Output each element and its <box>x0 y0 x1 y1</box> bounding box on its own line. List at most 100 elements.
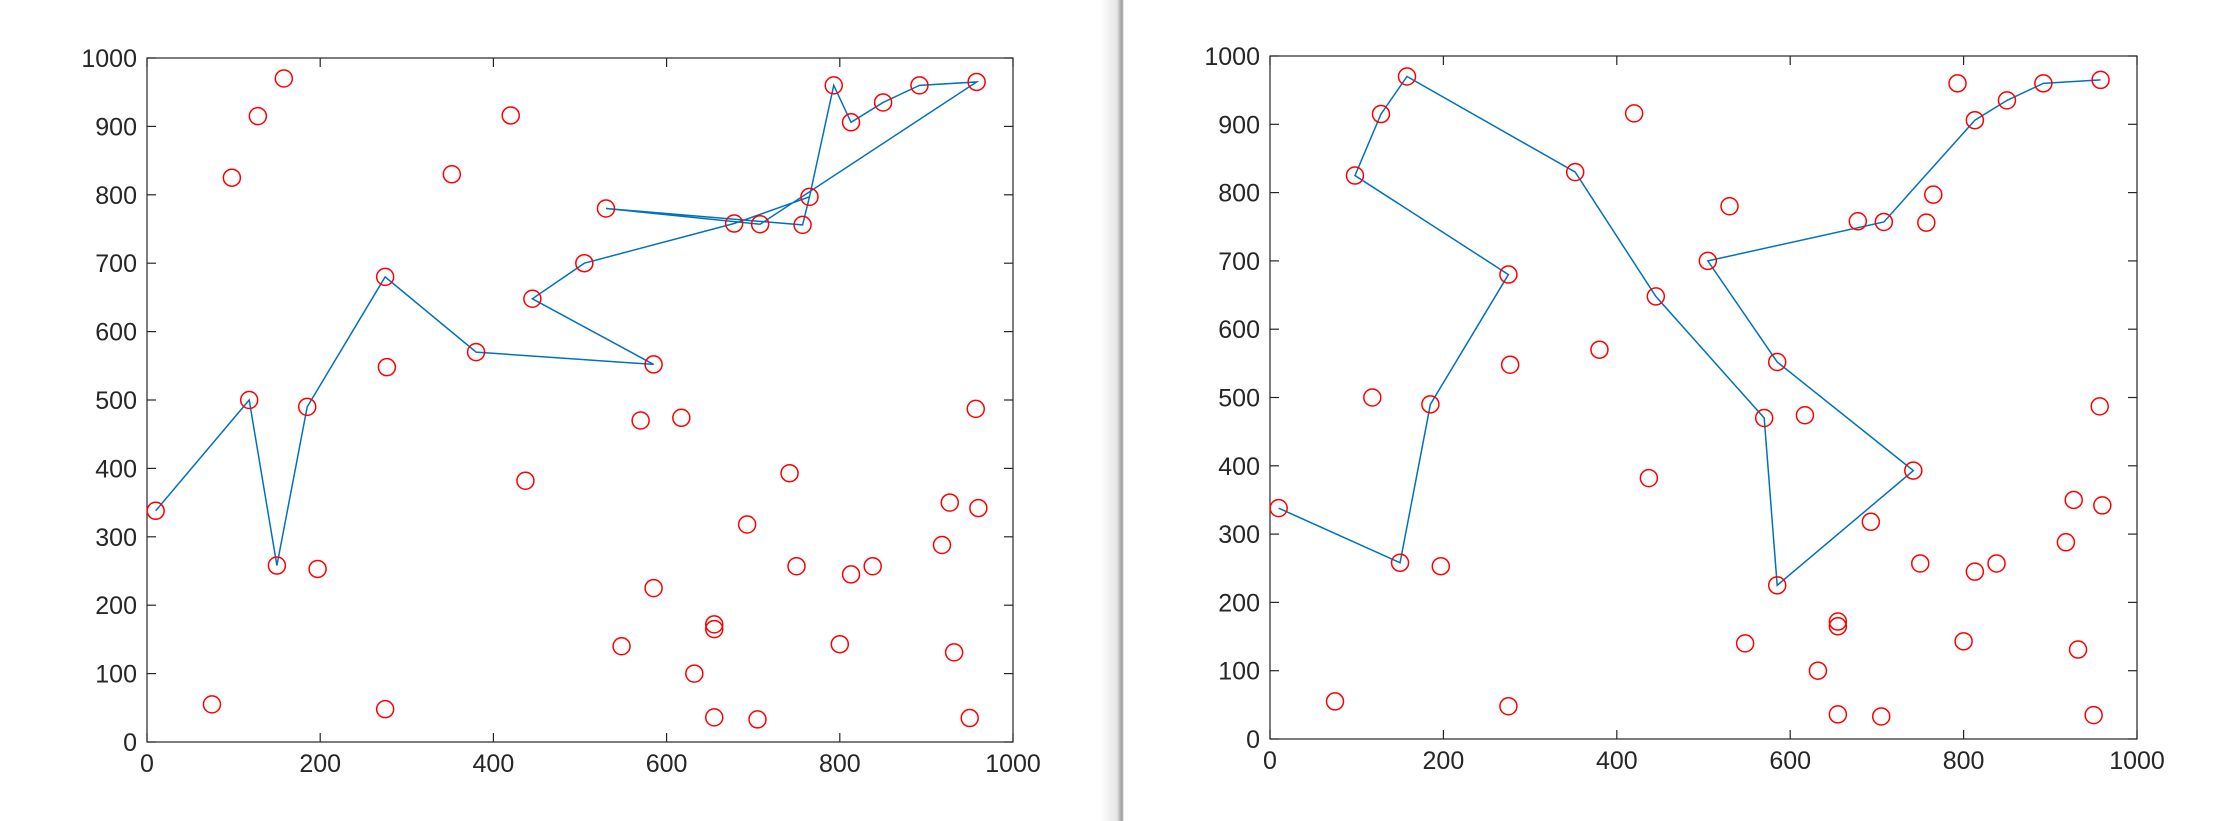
point <box>631 411 650 430</box>
point <box>1924 185 1943 204</box>
point <box>1767 352 1787 372</box>
x-tick-label: 600 <box>1769 747 1811 775</box>
y-tick-label: 200 <box>95 592 137 620</box>
y-tick-label: 600 <box>95 319 137 347</box>
point <box>466 342 486 362</box>
point <box>1363 388 1382 407</box>
point <box>1874 212 1894 232</box>
point <box>1397 67 1417 86</box>
y-tick-label: 300 <box>95 524 137 552</box>
point <box>1861 512 1881 532</box>
point <box>1904 461 1923 480</box>
point <box>2064 490 2083 510</box>
point <box>2091 70 2110 90</box>
y-tick-label: 600 <box>1218 316 1260 344</box>
point <box>2056 533 2076 552</box>
point <box>1795 406 1815 425</box>
point <box>969 498 988 518</box>
x-tick-label: 0 <box>140 750 154 778</box>
point <box>248 106 268 126</box>
point <box>780 463 799 483</box>
point <box>297 397 317 417</box>
point <box>932 535 952 555</box>
point <box>1965 562 1985 581</box>
point <box>146 501 165 521</box>
point <box>1345 166 1365 185</box>
point <box>2084 705 2103 725</box>
y-tick-label: 500 <box>95 387 137 415</box>
window-divider <box>1100 0 1124 821</box>
y-tick-label: 100 <box>1218 658 1260 686</box>
x-tick-label: 200 <box>299 750 341 778</box>
point <box>308 559 327 579</box>
point <box>910 76 929 95</box>
point <box>1646 287 1666 306</box>
point <box>967 72 986 92</box>
x-tick-label: 1000 <box>2109 747 2165 775</box>
point <box>501 106 520 125</box>
point <box>1431 556 1451 576</box>
point <box>377 357 397 377</box>
point <box>1639 468 1659 488</box>
point <box>2090 397 2109 416</box>
point <box>1499 696 1518 716</box>
point <box>1917 213 1936 232</box>
point <box>1754 408 1774 428</box>
x-tick-label: 800 <box>819 750 861 778</box>
point <box>1590 340 1609 359</box>
y-tick-label: 1000 <box>81 45 137 73</box>
x-tick-label: 0 <box>1263 747 1277 775</box>
point <box>1624 104 1644 123</box>
point <box>222 168 242 187</box>
route-line <box>1278 75 2101 587</box>
axes-box <box>1269 55 2138 740</box>
point <box>1390 553 1410 573</box>
point <box>737 515 757 534</box>
y-tick-label: 400 <box>95 455 137 483</box>
point <box>644 578 663 598</box>
axes-box <box>146 57 1014 743</box>
point <box>596 199 616 218</box>
point <box>202 695 222 714</box>
point <box>960 708 979 728</box>
y-tick-label: 900 <box>95 113 137 141</box>
point <box>612 636 631 656</box>
y-tick-label: 100 <box>95 661 137 689</box>
x-tick-label: 800 <box>1943 747 1985 775</box>
point <box>1325 692 1345 711</box>
point <box>2093 496 2112 515</box>
point <box>442 165 462 184</box>
point <box>873 93 893 112</box>
point <box>523 289 542 309</box>
x-tick-label: 400 <box>473 750 515 778</box>
point <box>1848 212 1868 231</box>
y-tick-label: 900 <box>1218 111 1260 139</box>
point <box>1698 251 1718 271</box>
route-line <box>155 81 980 566</box>
point <box>824 76 843 95</box>
point <box>644 355 663 374</box>
point <box>704 619 724 639</box>
point <box>1948 74 1967 93</box>
point <box>1965 110 1985 130</box>
y-tick-label: 200 <box>1218 589 1260 617</box>
x-tick-label: 200 <box>1423 747 1465 775</box>
y-tick-label: 800 <box>95 182 137 210</box>
point <box>704 708 724 727</box>
point <box>2068 640 2088 659</box>
point <box>1767 576 1787 595</box>
y-tick-label: 0 <box>1246 726 1260 754</box>
point <box>1954 632 1973 651</box>
point <box>575 253 594 273</box>
point <box>787 556 806 576</box>
x-tick-label: 600 <box>646 750 688 778</box>
point <box>748 710 767 729</box>
point <box>1371 104 1391 124</box>
point <box>841 565 861 584</box>
y-tick-label: 1000 <box>1204 43 1260 71</box>
y-tick-label: 400 <box>1218 453 1260 481</box>
point <box>1987 554 2006 573</box>
point <box>1828 617 1848 636</box>
point <box>1500 355 1520 374</box>
